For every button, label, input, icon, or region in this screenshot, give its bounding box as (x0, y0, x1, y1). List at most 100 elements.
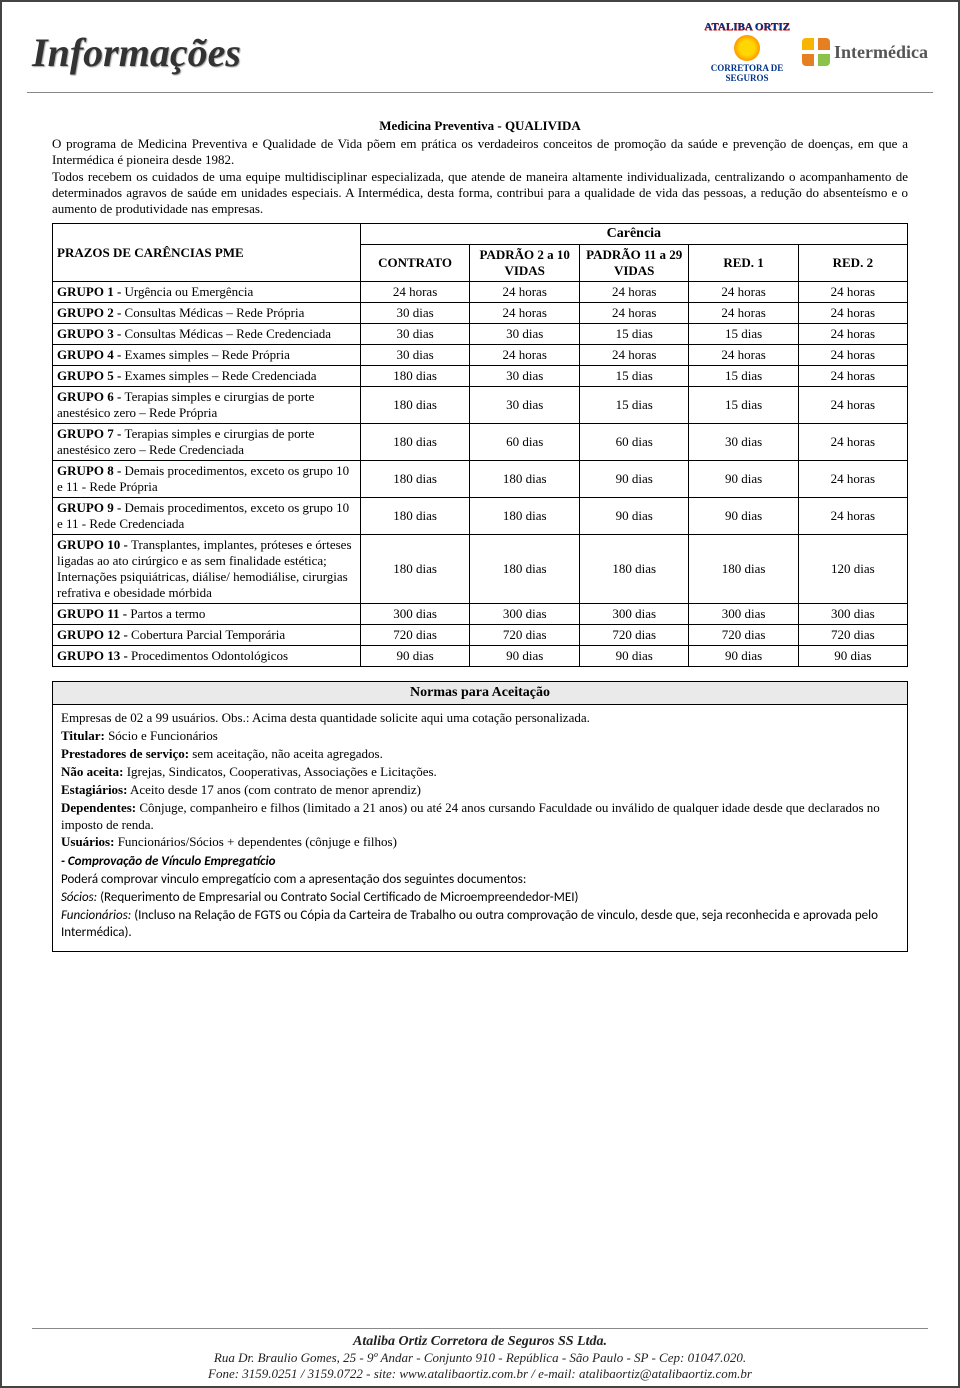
row-label: GRUPO 7 - Terapias simples e cirurgias d… (53, 424, 361, 461)
row-label: GRUPO 3 - Consultas Médicas – Rede Crede… (53, 324, 361, 345)
table-row: GRUPO 4 - Exames simples – Rede Própria3… (53, 345, 908, 366)
normas-sub-line: Sócios: (Requerimento de Empresarial ou … (61, 890, 899, 907)
cell-value: 720 dias (360, 625, 470, 646)
normas-line: Estagiários: Aceito desde 17 anos (com c… (61, 782, 899, 799)
normas-line: Usuários: Funcionários/Sócios + dependen… (61, 834, 899, 851)
logo-text-bottom: CORRETORA DE SEGUROS (702, 63, 792, 83)
table-row: GRUPO 2 - Consultas Médicas – Rede Própr… (53, 303, 908, 324)
normas-sub-line: Poderá comprovar vinculo empregatício co… (61, 872, 899, 889)
table-row: GRUPO 6 - Terapias simples e cirurgias d… (53, 387, 908, 424)
cell-value: 24 horas (579, 345, 689, 366)
cell-value: 90 dias (579, 498, 689, 535)
row-label: GRUPO 12 - Cobertura Parcial Temporária (53, 625, 361, 646)
table-row: GRUPO 13 - Procedimentos Odontológicos90… (53, 646, 908, 667)
th-red2: RED. 2 (798, 245, 907, 282)
cell-value: 90 dias (689, 646, 798, 667)
cell-value: 24 horas (798, 366, 907, 387)
cell-value: 24 horas (798, 461, 907, 498)
cell-value: 15 dias (579, 366, 689, 387)
cell-value: 90 dias (689, 498, 798, 535)
cell-value: 180 dias (470, 498, 580, 535)
cell-value: 30 dias (360, 324, 470, 345)
cell-value: 24 horas (798, 498, 907, 535)
cell-value: 15 dias (689, 366, 798, 387)
cell-value: 300 dias (689, 604, 798, 625)
normas-line: Titular: Sócio e Funcionários (61, 728, 899, 745)
row-label: GRUPO 10 - Transplantes, implantes, prót… (53, 535, 361, 604)
table-row: GRUPO 1 - Urgência ou Emergência24 horas… (53, 282, 908, 303)
content-area: Medicina Preventiva - QUALIVIDA O progra… (2, 93, 958, 962)
page-footer: Ataliba Ortiz Corretora de Seguros SS Lt… (2, 1320, 958, 1386)
cell-value: 180 dias (360, 498, 470, 535)
cell-value: 180 dias (470, 461, 580, 498)
cell-value: 24 horas (470, 282, 580, 303)
logo-text-top: ATALIBA ORTIZ (704, 21, 790, 33)
cell-value: 30 dias (470, 324, 580, 345)
cell-value: 24 horas (798, 282, 907, 303)
cell-value: 300 dias (470, 604, 580, 625)
th-red1: RED. 1 (689, 245, 798, 282)
cell-value: 30 dias (360, 345, 470, 366)
header-title: Informações (32, 29, 241, 76)
cell-value: 180 dias (360, 387, 470, 424)
normas-subhead: - Comprovação de Vínculo Empregatício (61, 854, 899, 871)
cell-value: 24 horas (579, 303, 689, 324)
cell-value: 15 dias (579, 324, 689, 345)
intermedica-text: Intermédica (834, 42, 928, 63)
normas-line: Prestadores de serviço: sem aceitação, n… (61, 746, 899, 763)
table-row: GRUPO 12 - Cobertura Parcial Temporária7… (53, 625, 908, 646)
cell-value: 180 dias (360, 535, 470, 604)
cell-value: 180 dias (360, 424, 470, 461)
cell-value: 24 horas (470, 345, 580, 366)
intro-paragraph: O programa de Medicina Preventiva e Qual… (52, 136, 908, 217)
cell-value: 300 dias (360, 604, 470, 625)
intermedica-icon (802, 38, 830, 66)
cell-value: 300 dias (798, 604, 907, 625)
cell-value: 720 dias (689, 625, 798, 646)
table-row: GRUPO 5 - Exames simples – Rede Credenci… (53, 366, 908, 387)
cell-value: 24 horas (798, 387, 907, 424)
cell-value: 60 dias (579, 424, 689, 461)
row-label: GRUPO 6 - Terapias simples e cirurgias d… (53, 387, 361, 424)
table-row: GRUPO 8 - Demais procedimentos, exceto o… (53, 461, 908, 498)
cell-value: 180 dias (360, 366, 470, 387)
page-header: Informações ATALIBA ORTIZ CORRETORA DE S… (2, 2, 958, 92)
row-label: GRUPO 13 - Procedimentos Odontológicos (53, 646, 361, 667)
cell-value: 120 dias (798, 535, 907, 604)
cell-value: 90 dias (798, 646, 907, 667)
cell-value: 90 dias (470, 646, 580, 667)
row-label: GRUPO 11 - Partos a termo (53, 604, 361, 625)
section-title: Medicina Preventiva - QUALIVIDA (52, 118, 908, 134)
footer-address: Rua Dr. Braulio Gomes, 25 - 9º Andar - C… (22, 1350, 938, 1366)
cell-value: 90 dias (689, 461, 798, 498)
cell-value: 720 dias (579, 625, 689, 646)
table-row: GRUPO 10 - Transplantes, implantes, prót… (53, 535, 908, 604)
cell-value: 180 dias (360, 461, 470, 498)
carencia-table: PRAZOS DE CARÊNCIAS PME Carência CONTRAT… (52, 223, 908, 667)
footer-contact: Fone: 3159.0251 / 3159.0722 - site: www.… (22, 1366, 938, 1382)
cell-value: 24 horas (798, 424, 907, 461)
row-label: GRUPO 5 - Exames simples – Rede Credenci… (53, 366, 361, 387)
cell-value: 180 dias (689, 535, 798, 604)
cell-value: 30 dias (470, 387, 580, 424)
normas-sub-line: Funcionários: (Incluso na Relação de FGT… (61, 908, 899, 942)
normas-body: Empresas de 02 a 99 usuários. Obs.: Acim… (52, 704, 908, 952)
cell-value: 90 dias (579, 461, 689, 498)
normas-title: Normas para Aceitação (52, 681, 908, 704)
cell-value: 180 dias (470, 535, 580, 604)
cell-value: 24 horas (360, 282, 470, 303)
th-padrao1: PADRÃO 2 a 10 VIDAS (470, 245, 580, 282)
th-padrao2: PADRÃO 11 a 29 VIDAS (579, 245, 689, 282)
ataliba-logo: ATALIBA ORTIZ CORRETORA DE SEGUROS (702, 17, 792, 87)
cell-value: 90 dias (360, 646, 470, 667)
cell-value: 300 dias (579, 604, 689, 625)
th-contrato: CONTRATO (360, 245, 470, 282)
th-prazo: PRAZOS DE CARÊNCIAS PME (53, 224, 361, 282)
cell-value: 24 horas (798, 324, 907, 345)
table-row: GRUPO 7 - Terapias simples e cirurgias d… (53, 424, 908, 461)
header-logos: ATALIBA ORTIZ CORRETORA DE SEGUROS Inter… (702, 17, 928, 87)
table-row: GRUPO 11 - Partos a termo300 dias300 dia… (53, 604, 908, 625)
cell-value: 60 dias (470, 424, 580, 461)
footer-divider (32, 1328, 928, 1329)
row-label: GRUPO 1 - Urgência ou Emergência (53, 282, 361, 303)
